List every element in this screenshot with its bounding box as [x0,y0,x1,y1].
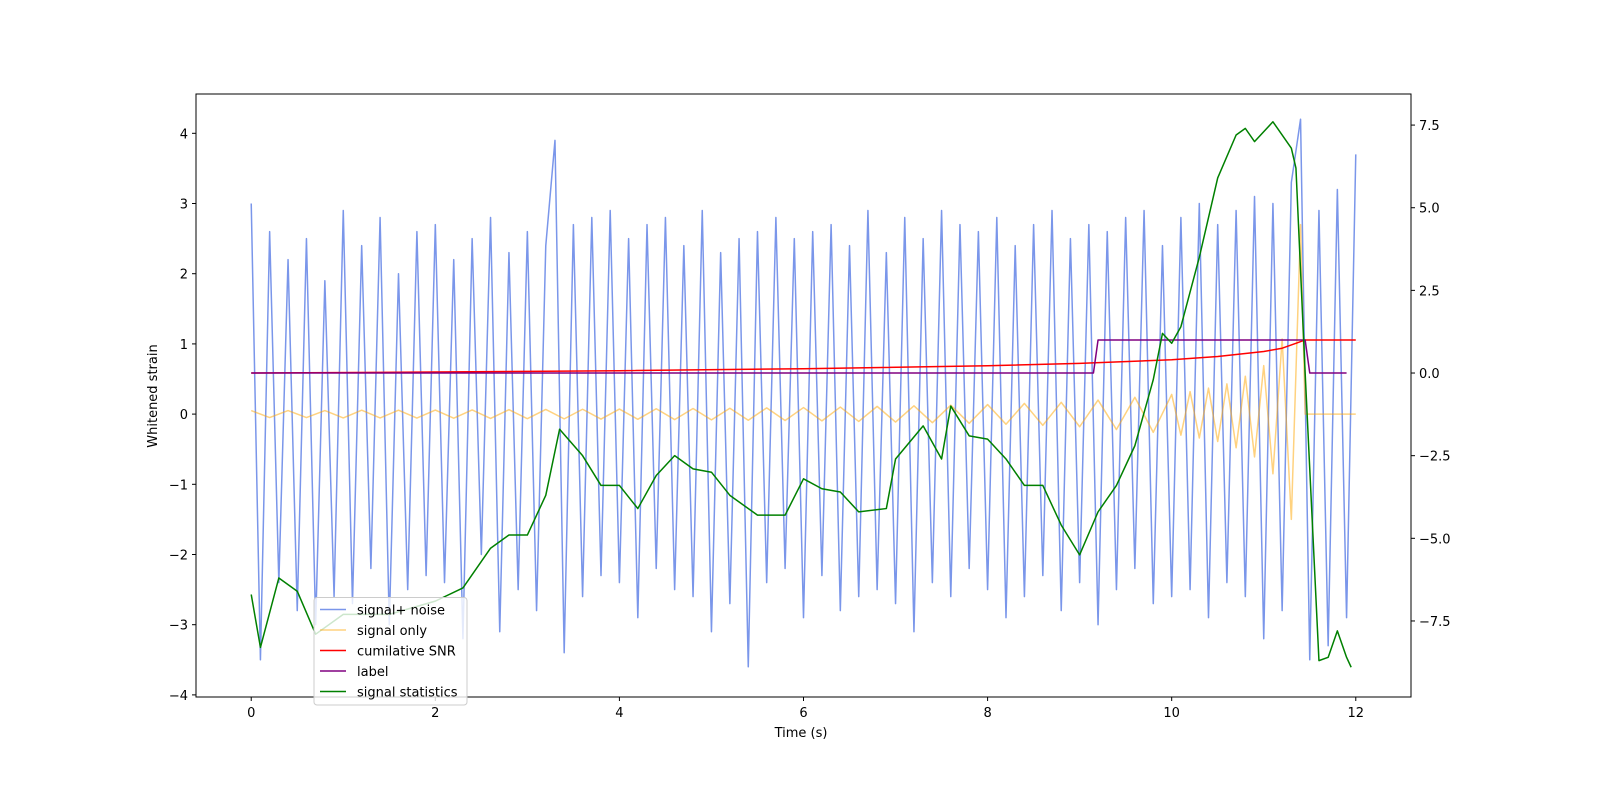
y-tick-label: −3 [169,619,188,634]
legend-label: cumilative SNR [357,645,456,660]
y2-tick-label: 0.0 [1419,367,1440,382]
y2-tick-label: −5.0 [1419,532,1451,547]
series-line [250,223,1356,521]
x-tick-label: 2 [431,706,439,721]
series-line [251,339,1347,374]
y-tick-label: 3 [180,198,188,213]
x-tick-label: 6 [799,706,807,721]
y-axis-label: Whitened strain [146,344,161,447]
legend-label: signal+ noise [357,604,445,619]
y-tick-label: 4 [180,127,188,142]
legend: signal+ noise signal only cumilative SNR la… [313,597,468,706]
x-tick-label: 10 [1163,706,1180,721]
y-tick-label: 0 [180,408,188,423]
y-tick-label: −1 [169,478,188,493]
y-tick-label: −2 [169,548,188,563]
x-tick-label: 8 [983,706,991,721]
x-tick-label: 0 [247,706,255,721]
legend-box [313,597,468,706]
legend-label: signal statistics [357,686,458,701]
series-line [250,121,1352,668]
series-line [250,118,1357,668]
y2-tick-label: −2.5 [1419,450,1451,465]
legend-label: label [357,665,388,680]
x-tick-label: 12 [1347,706,1364,721]
x-axis-label: Time (s) [774,726,828,741]
series-line [251,339,1356,374]
y-tick-label: 2 [180,268,188,283]
x-tick-label: 4 [615,706,623,721]
y-tick-label: 1 [180,338,188,353]
y2-tick-label: 2.5 [1419,284,1440,299]
legend-label: signal only [357,624,427,639]
y2-tick-label: 7.5 [1419,119,1440,134]
plot-area [250,118,1357,668]
y-tick-label: −4 [169,689,188,704]
y2-tick-label: 5.0 [1419,202,1440,217]
y2-tick-label: −7.5 [1419,615,1451,630]
